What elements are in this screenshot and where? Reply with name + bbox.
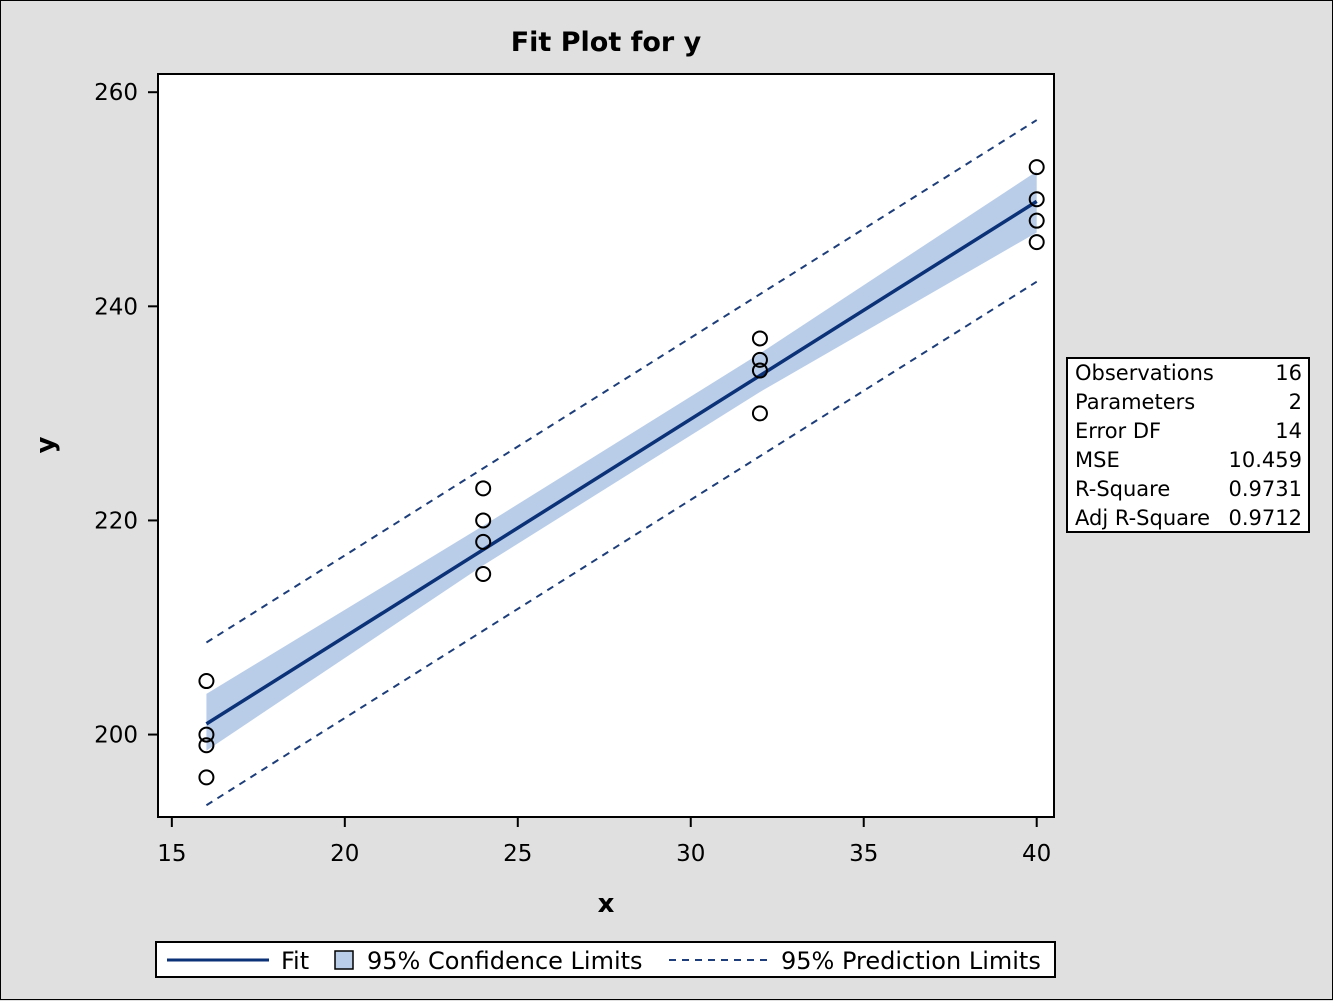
x-tick-label: 25	[503, 841, 532, 867]
data-point	[198, 673, 215, 690]
data-point	[751, 351, 768, 368]
data-point	[1028, 234, 1045, 251]
legend: Fit 95% Confidence Limits 95% Prediction…	[155, 941, 1056, 978]
stats-value: 0.9712	[1229, 506, 1302, 530]
x-tick-label: 35	[849, 841, 878, 867]
legend-box	[155, 941, 1056, 978]
data-point	[475, 565, 492, 582]
x-tick-label: 30	[676, 841, 705, 867]
stats-label: Adj R-Square	[1075, 506, 1210, 530]
stats-label: Observations	[1075, 361, 1214, 385]
stats-value: 16	[1275, 361, 1302, 385]
data-point	[1028, 159, 1045, 176]
y-tick-label: 220	[94, 508, 138, 534]
data-point	[751, 362, 768, 379]
data-point	[475, 512, 492, 529]
y-tick-label: 240	[94, 294, 138, 320]
legend-confidence-label: 95% Confidence Limits	[367, 947, 643, 975]
data-point	[475, 480, 492, 497]
fit-line	[205, 199, 1038, 726]
data-point	[198, 769, 215, 786]
stats-label: Parameters	[1075, 390, 1195, 414]
stats-value: 14	[1275, 419, 1302, 443]
stats-label: Error DF	[1075, 419, 1161, 443]
axes: 15 20 25 30 35 40 200 220 240 260	[94, 80, 1051, 867]
stats-value: 10.459	[1229, 448, 1302, 472]
y-axis-label: y	[31, 436, 61, 453]
stats-label: R-Square	[1075, 477, 1170, 501]
x-tick-label: 15	[157, 841, 186, 867]
fit-statistics-table: Observations 16 Parameters 2 Error DF 14 MSE 10…	[1066, 357, 1310, 533]
data-point	[198, 726, 215, 743]
data-point	[475, 533, 492, 550]
data-point	[751, 330, 768, 347]
stats-value: 0.9731	[1229, 477, 1302, 501]
data-point	[1028, 212, 1045, 229]
data-point	[751, 405, 768, 422]
y-tick-label: 260	[94, 80, 138, 106]
legend-prediction-label: 95% Prediction Limits	[781, 947, 1041, 975]
legend-fit-label: Fit	[281, 947, 309, 975]
x-tick-label: 20	[330, 841, 359, 867]
y-tick-label: 200	[94, 723, 138, 749]
stats-label: MSE	[1075, 448, 1120, 472]
stats-value: 2	[1289, 390, 1302, 414]
x-tick-label: 40	[1022, 841, 1051, 867]
legend-confidence-swatch	[334, 950, 354, 970]
x-axis-label: x	[598, 889, 615, 919]
plot-area	[157, 73, 1055, 818]
data-point	[1028, 191, 1045, 208]
plot-layer	[198, 119, 1045, 807]
chart-title: Fit Plot for y	[511, 27, 702, 58]
data-point	[198, 737, 215, 754]
